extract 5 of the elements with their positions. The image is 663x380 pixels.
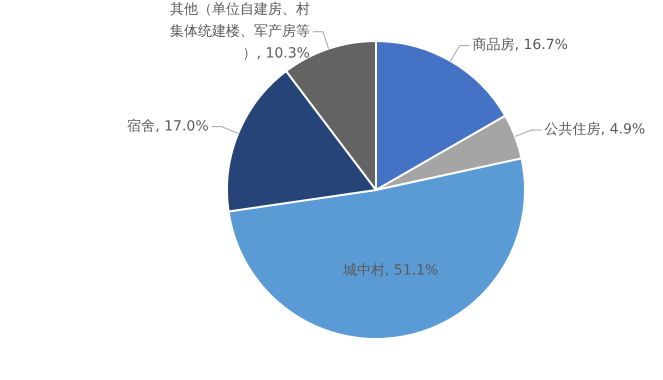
- slice-label: 商品房, 16.7%: [472, 37, 568, 54]
- slice-label: 城中村, 51.1%: [342, 262, 438, 278]
- slice-label: 宿舍, 17.0%: [127, 118, 209, 134]
- slice-label: 公共住房, 4.9%: [544, 122, 646, 138]
- slice-label: 其他（单位自建房、村集体统建楼、军产房等）, 10.3%: [170, 1, 310, 62]
